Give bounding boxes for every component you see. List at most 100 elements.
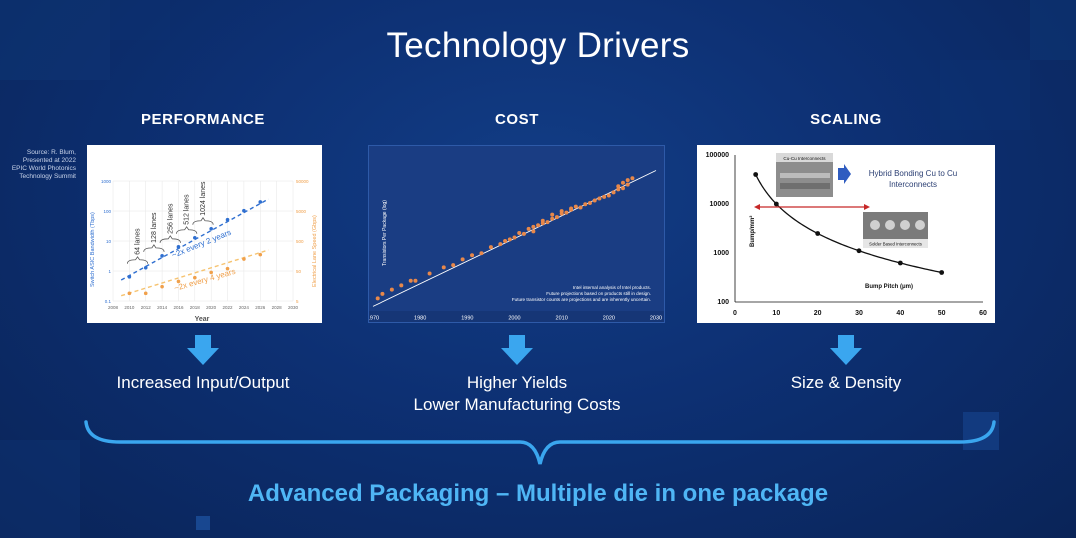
cu-cu-image: Cu-Cu Interconnects	[776, 153, 833, 197]
data-point	[479, 251, 484, 256]
cost-caption-line-1: Higher Yields	[466, 373, 568, 392]
x-tick-label: 2010	[124, 305, 135, 310]
hybrid-label-line2: Interconnects	[889, 180, 937, 189]
data-point	[815, 231, 821, 236]
orange-data-point	[127, 291, 132, 296]
data-point	[488, 245, 493, 250]
x-tick-label: 30	[855, 310, 863, 317]
blue-data-point	[193, 235, 197, 240]
orange-data-point	[176, 279, 181, 284]
data-point	[611, 190, 616, 195]
orange-data-point	[242, 257, 246, 261]
data-point	[470, 253, 475, 258]
performance-heading: PERFORMANCE	[140, 111, 266, 128]
data-point	[441, 265, 446, 270]
lane-label: 64 lanes	[135, 228, 142, 255]
cost-note-3: Future transistor counts are projections…	[512, 297, 651, 302]
blue-data-point	[209, 226, 213, 231]
x-tick-label: 2014	[157, 305, 168, 310]
lane-brace	[176, 226, 198, 234]
data-point	[592, 198, 597, 203]
arrow-right-icon	[838, 164, 851, 184]
x-tick-label: 2022	[223, 305, 234, 310]
lane-brace	[159, 235, 181, 243]
data-point	[606, 193, 611, 198]
data-point	[602, 194, 607, 199]
data-point	[507, 237, 512, 242]
blue-data-point	[143, 265, 148, 270]
scaling-chart: 100 1000 10000 100000 0 10 20 30 40 50 60 Bump/mm²…	[706, 152, 987, 317]
performance-chart: 2008 2010 2012 2014 2016 2018 2020 2022 2024 2026…	[90, 179, 318, 323]
data-point	[856, 248, 862, 254]
x-tick-label: 2020	[206, 305, 217, 310]
data-point	[559, 209, 564, 214]
cost-y-axis-label: Transistors Per Package (log)	[382, 200, 388, 266]
x-tick-label: 1990	[461, 316, 473, 322]
x-tick-label: 2024	[239, 305, 250, 310]
source-note: Source: R. Blum, Presented at 2022 EPIC …	[11, 149, 76, 180]
data-point	[512, 235, 517, 240]
lane-brace	[143, 244, 165, 252]
data-point	[773, 201, 779, 207]
y-tick-label: 0.1	[105, 299, 112, 304]
data-point	[578, 205, 583, 210]
data-point	[460, 257, 465, 262]
lane-brace	[126, 256, 149, 264]
y-tick-label: 10	[106, 239, 112, 244]
x-tick-label: 2028	[272, 305, 283, 310]
x-tick-label: 2000	[508, 316, 520, 322]
cu-cu-label: Cu-Cu Interconnects	[783, 156, 826, 161]
performance-chart-panel: 2008 2010 2012 2014 2016 2018 2020 2022 2024 2026…	[87, 145, 322, 323]
x-tick-label: 1970	[369, 316, 379, 322]
data-point	[413, 278, 418, 283]
data-point	[569, 207, 574, 212]
orange-data-point	[225, 266, 230, 271]
x-tick-label: 2008	[108, 305, 119, 310]
slide-title: Technology Drivers	[386, 26, 690, 65]
performance-caption: Increased Input/Output	[53, 372, 353, 394]
data-point	[540, 218, 545, 223]
data-point	[427, 271, 432, 276]
blue-data-point	[176, 245, 181, 249]
curve-line	[755, 174, 942, 274]
x-axis-band	[369, 311, 664, 322]
data-point	[451, 263, 456, 268]
lane-label: 512 lanes	[184, 194, 191, 225]
orange-data-point	[258, 252, 263, 257]
data-point	[554, 215, 559, 220]
y-tick-label: 1000	[713, 250, 729, 257]
data-point	[545, 220, 550, 225]
cost-note-2: Future projections based on products sti…	[546, 291, 651, 296]
performance-caption-line: Increased Input/Output	[116, 373, 290, 392]
cost-heading: COST	[494, 111, 540, 128]
data-point	[408, 278, 413, 283]
data-point	[620, 180, 625, 185]
lane-label: 1024 lanes	[200, 181, 207, 216]
data-point	[630, 176, 635, 181]
perf-y-axis-label: Switch ASIC Bandwidth (Tbps)	[90, 212, 96, 287]
cost-chart-panel: 1970 1980 1990 2000 2010 2020 2030 Transistors…	[367, 145, 665, 323]
data-point	[625, 182, 630, 187]
data-point	[573, 204, 578, 209]
x-tick-label: 1980	[414, 316, 426, 322]
down-arrow-icon	[187, 335, 219, 365]
y-right-tick-label: 5000	[296, 209, 307, 214]
y-tick-label: 100000	[706, 152, 729, 159]
x-tick-label: 2030	[288, 305, 299, 310]
data-point	[521, 231, 526, 236]
y-tick-label: 1	[108, 269, 111, 274]
x-tick-label: 0	[733, 310, 737, 317]
cost-note-1: Intel internal analysis of Intel product…	[573, 285, 651, 290]
data-point	[531, 229, 536, 234]
x-tick-label: 2018	[190, 305, 201, 310]
curly-brace	[84, 420, 996, 465]
hybrid-label-line1: Hybrid Bonding Cu to Cu	[869, 169, 958, 178]
x-tick-label: 40	[896, 310, 904, 317]
lane-brace	[192, 217, 214, 225]
y-right-tick-label: 5	[296, 299, 299, 304]
orange-data-point	[143, 291, 148, 296]
scaling-y-axis-label: Bump/mm²	[749, 216, 756, 247]
data-point	[526, 226, 531, 231]
data-point	[597, 196, 602, 201]
